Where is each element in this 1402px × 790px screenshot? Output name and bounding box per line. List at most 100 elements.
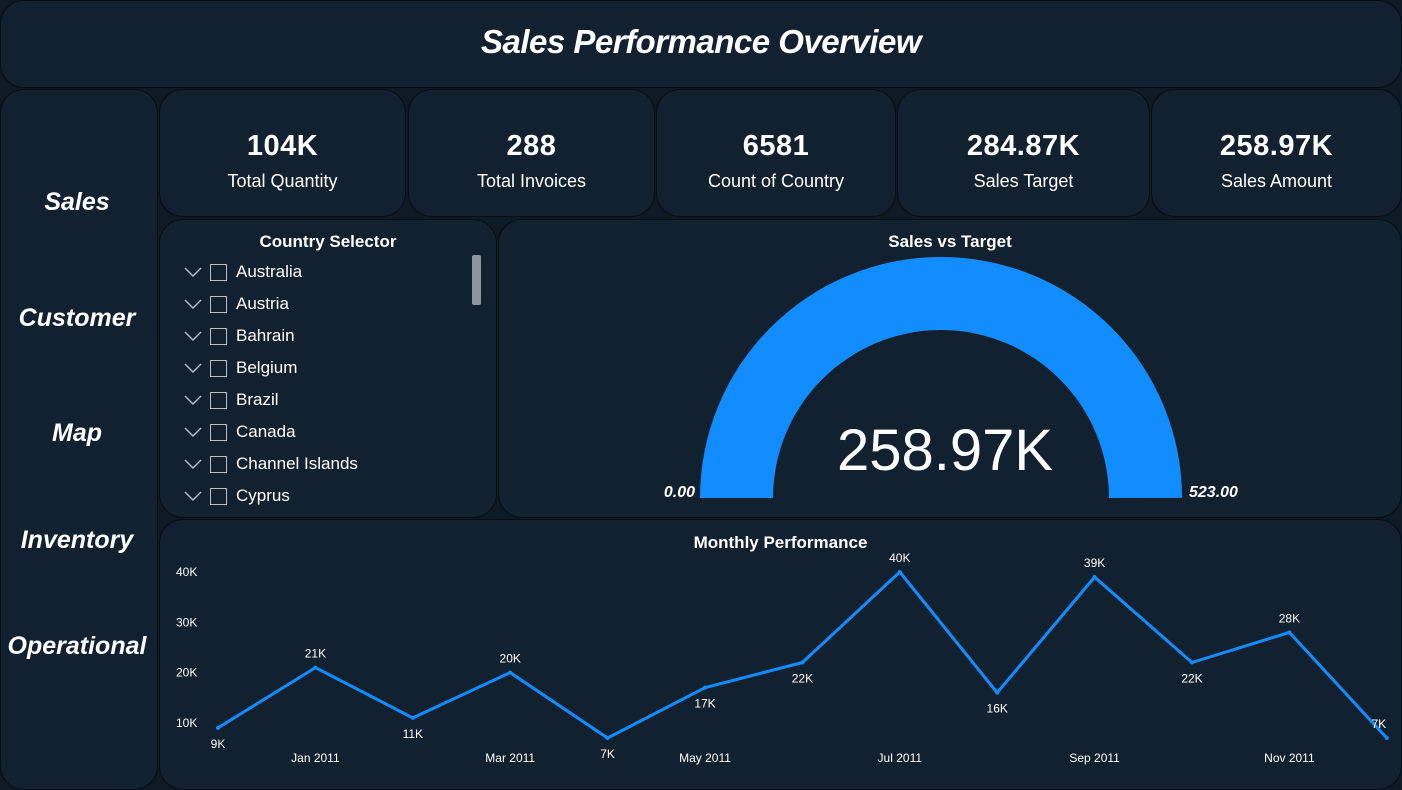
title-bar: Sales Performance Overview: [0, 0, 1402, 88]
checkbox[interactable]: [210, 359, 227, 377]
chevron-down-icon[interactable]: [182, 265, 204, 279]
country-item[interactable]: Brazil: [182, 388, 279, 412]
gauge-title: Sales vs Target: [888, 232, 1012, 251]
kpi-value: 104K: [246, 130, 319, 162]
checkbox[interactable]: [210, 327, 227, 345]
kpi-value: 258.97K: [1219, 130, 1334, 162]
data-point[interactable]: [410, 715, 415, 720]
y-tick-label: 10K: [176, 716, 197, 730]
chevron-down-icon[interactable]: [182, 297, 204, 311]
chevron-down-icon[interactable]: [182, 329, 204, 343]
kpi-value: 284.87K: [966, 130, 1081, 162]
nav-item-sales[interactable]: Sales: [44, 188, 110, 216]
chevron-down-icon[interactable]: [182, 425, 204, 439]
kpi-card-total-quantity: 104K Total Quantity: [159, 89, 406, 217]
gauge-chart: 258.97K 0.00 523.00: [664, 256, 1238, 501]
country-item[interactable]: Canada: [182, 420, 296, 444]
data-point[interactable]: [216, 725, 220, 730]
checkbox[interactable]: [210, 423, 227, 441]
data-point[interactable]: [1384, 735, 1389, 740]
checkbox[interactable]: [210, 455, 227, 473]
kpi-card-sales-amount: 258.97K Sales Amount: [1151, 89, 1402, 217]
country-label: Bahrain: [236, 326, 295, 345]
nav-item-inventory[interactable]: Inventory: [20, 526, 134, 554]
data-label: 7K: [600, 747, 615, 761]
kpi-card-total-invoices: 288 Total Invoices: [408, 89, 655, 217]
data-label: 7K: [1371, 717, 1386, 731]
data-label: 17K: [694, 697, 715, 711]
country-item[interactable]: Bahrain: [182, 324, 295, 348]
chart-title: Monthly Performance: [693, 533, 868, 552]
country-item[interactable]: Belgium: [182, 356, 297, 380]
y-tick-label: 40K: [176, 565, 197, 579]
gauge-fill: [700, 256, 1182, 498]
kpi-value: 288: [506, 130, 557, 162]
data-point[interactable]: [800, 660, 805, 665]
checkbox[interactable]: [210, 391, 227, 409]
country-selector: Country Selector Australia Austria Bahrain…: [159, 219, 497, 518]
monthly-performance-panel: Monthly Performance 10K 20K 30K 40K Jan 2011…: [159, 519, 1402, 790]
data-label: 11K: [403, 727, 423, 741]
data-point[interactable]: [995, 690, 1000, 695]
gauge-min-label: 0.00: [664, 484, 695, 501]
kpi-label: Sales Target: [973, 171, 1074, 191]
data-point[interactable]: [1190, 660, 1194, 665]
data-point[interactable]: [703, 685, 707, 690]
page-title: Sales Performance Overview: [480, 23, 922, 60]
x-tick-label: Nov 2011: [1264, 751, 1315, 765]
nav-item-operational[interactable]: Operational: [7, 632, 147, 660]
country-label: Brazil: [236, 390, 279, 409]
y-tick-label: 30K: [176, 615, 197, 629]
data-label: 21K: [305, 647, 326, 661]
gauge-panel: Sales vs Target 258.97K 0.00 523.00: [498, 219, 1402, 518]
country-item[interactable]: Austria: [182, 292, 289, 316]
kpi-card-sales-target: 284.87K Sales Target: [897, 89, 1150, 217]
country-label: Austria: [236, 294, 289, 313]
x-tick-label: Jul 2011: [878, 751, 923, 765]
country-item[interactable]: Cyprus: [182, 484, 290, 508]
gauge-max-label: 523.00: [1189, 484, 1238, 501]
data-point[interactable]: [1092, 575, 1097, 580]
chevron-down-icon[interactable]: [182, 393, 204, 407]
nav-item-map[interactable]: Map: [52, 419, 102, 447]
data-label: 16K: [987, 702, 1008, 716]
data-label: 28K: [1279, 611, 1300, 625]
gauge-value-label: 258.97K: [837, 418, 1053, 483]
data-label: 40K: [889, 551, 910, 565]
x-tick-label: Jan 2011: [291, 751, 340, 765]
data-label: 22K: [792, 672, 813, 686]
data-label: 20K: [500, 652, 521, 666]
chevron-down-icon[interactable]: [182, 457, 204, 471]
chevron-down-icon[interactable]: [182, 489, 204, 503]
data-label: 9K: [211, 737, 226, 751]
data-point[interactable]: [605, 735, 610, 740]
x-tick-label: May 2011: [679, 751, 731, 765]
data-point[interactable]: [1287, 630, 1292, 635]
kpi-value: 6581: [742, 130, 810, 162]
checkbox[interactable]: [210, 487, 227, 505]
country-label: Channel Islands: [236, 454, 358, 473]
data-point[interactable]: [897, 570, 902, 575]
checkbox[interactable]: [210, 263, 227, 281]
country-item[interactable]: Australia: [182, 260, 302, 284]
country-label: Belgium: [236, 358, 298, 377]
line-chart: 10K 20K 30K 40K Jan 2011 Mar 2011 May 2011 Jul …: [176, 551, 1389, 765]
country-item[interactable]: Channel Islands: [182, 452, 358, 476]
series-line: [217, 570, 1388, 740]
kpi-label: Count of Country: [707, 171, 845, 191]
country-list-scrollbar[interactable]: [472, 255, 481, 305]
data-point[interactable]: [313, 665, 318, 670]
chevron-down-icon[interactable]: [182, 361, 204, 375]
country-label: Cyprus: [236, 486, 290, 505]
x-tick-label: Sep 2011: [1069, 751, 1120, 765]
data-label: 22K: [1181, 672, 1202, 686]
x-tick-label: Mar 2011: [485, 751, 535, 765]
data-label: 39K: [1084, 556, 1105, 570]
kpi-label: Total Invoices: [476, 171, 587, 191]
checkbox[interactable]: [210, 295, 227, 313]
kpi-label: Sales Amount: [1220, 171, 1333, 191]
country-label: Canada: [236, 422, 296, 441]
data-point[interactable]: [508, 670, 513, 675]
country-label: Australia: [236, 262, 303, 281]
nav-item-customer[interactable]: Customer: [18, 304, 136, 332]
